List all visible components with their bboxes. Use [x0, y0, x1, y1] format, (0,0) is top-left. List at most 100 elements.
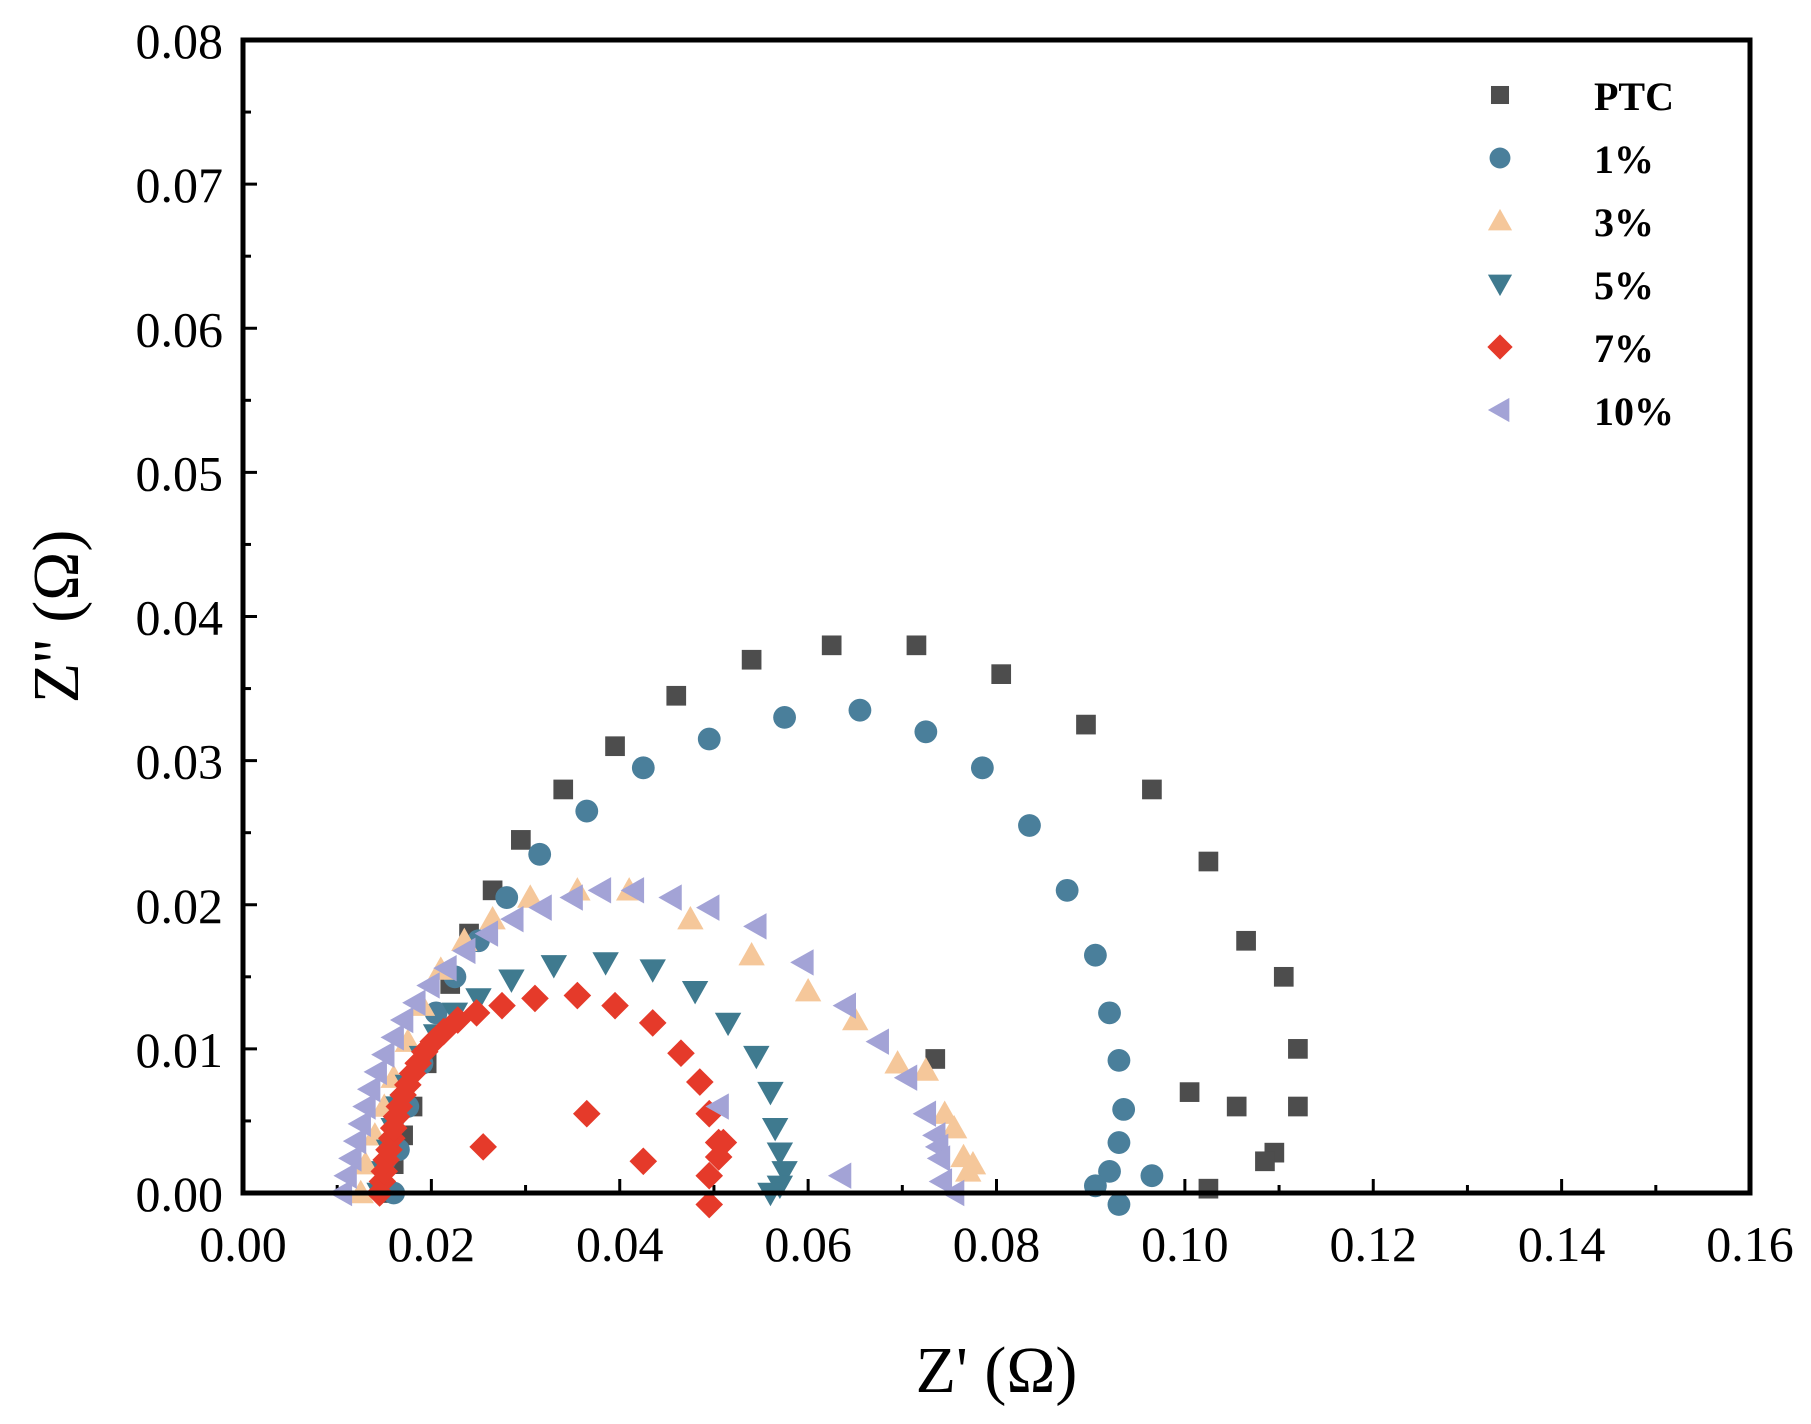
x-tick-label: 0.00 — [199, 1216, 287, 1272]
data-point-ptc — [906, 635, 927, 656]
x-tick-label: 0.16 — [1706, 1216, 1794, 1272]
data-point-10pct — [342, 1127, 367, 1155]
data-point-10pct — [433, 954, 457, 982]
data-point-10pct — [402, 989, 426, 1016]
data-point-5pct — [465, 988, 492, 1012]
data-point-1pct — [914, 720, 938, 744]
legend-label: 10% — [1594, 389, 1674, 434]
data-point-ptc — [666, 685, 687, 706]
data-point-5pct — [540, 955, 568, 979]
x-tick-label: 0.04 — [576, 1216, 664, 1272]
data-point-7pct — [389, 1081, 417, 1109]
data-point-3pct — [677, 905, 704, 930]
data-point-10pct — [790, 949, 814, 976]
data-point-ptc — [925, 1049, 946, 1069]
data-point-ptc — [1142, 779, 1162, 800]
data-point-5pct — [743, 1045, 770, 1070]
data-point-ptc — [1179, 1082, 1200, 1102]
data-point-ptc — [991, 664, 1012, 684]
data-point-7pct — [695, 1161, 724, 1190]
x-tick-label: 0.10 — [1141, 1216, 1229, 1272]
data-point-3pct — [931, 1100, 958, 1124]
data-point-5pct — [639, 959, 666, 983]
data-point-7pct — [469, 1133, 497, 1161]
data-point-5pct — [771, 1161, 798, 1185]
data-point-3pct — [517, 884, 544, 908]
data-point-1pct — [1107, 1131, 1131, 1154]
y-tick-label: 0.02 — [136, 878, 224, 934]
data-point-10pct — [352, 1093, 376, 1120]
data-point-10pct — [338, 1145, 362, 1172]
legend-marker — [1487, 274, 1513, 297]
data-point-3pct — [479, 905, 506, 930]
data-point-7pct — [629, 1147, 658, 1176]
data-point-ptc — [1198, 851, 1219, 872]
data-point-5pct — [681, 981, 709, 1005]
data-point-7pct — [521, 984, 549, 1013]
data-point-ptc — [1288, 1039, 1308, 1059]
data-point-3pct — [940, 1114, 968, 1139]
data-point-10pct — [371, 1041, 395, 1068]
data-point-10pct — [347, 1110, 371, 1138]
data-point-1pct — [1018, 814, 1041, 837]
data-point-ptc — [1076, 714, 1096, 735]
data-point-ptc — [511, 830, 531, 850]
y-tick-label: 0.04 — [136, 590, 224, 646]
data-point-3pct — [794, 978, 822, 1002]
data-point-3pct — [842, 1006, 869, 1031]
data-point-10pct — [333, 1162, 357, 1189]
data-point-ptc — [1198, 1178, 1219, 1199]
data-point-ptc — [1288, 1096, 1308, 1117]
data-point-1pct — [1098, 1159, 1121, 1183]
data-point-1pct — [495, 886, 519, 909]
data-point-10pct — [893, 1064, 918, 1091]
data-point-7pct — [462, 999, 491, 1027]
data-point-1pct — [1083, 943, 1107, 967]
data-markers — [328, 635, 1308, 1219]
data-point-7pct — [563, 981, 592, 1010]
legend-label: 3% — [1594, 200, 1654, 245]
data-point-1pct — [424, 1001, 448, 1025]
data-point-1pct — [1055, 878, 1079, 902]
data-point-1pct — [970, 756, 994, 780]
y-tick-label: 0.00 — [136, 1166, 224, 1222]
data-point-7pct — [704, 1143, 733, 1171]
data-point-10pct — [452, 937, 476, 965]
data-point-10pct — [474, 920, 499, 947]
data-point-10pct — [380, 1024, 404, 1051]
legend-label: 1% — [1594, 137, 1654, 182]
data-point-1pct — [1112, 1098, 1136, 1121]
y-tick-label: 0.03 — [136, 734, 224, 790]
x-tick-label: 0.14 — [1518, 1216, 1606, 1272]
data-point-10pct — [743, 913, 767, 940]
data-point-1pct — [697, 727, 721, 751]
y-tick-label: 0.06 — [136, 301, 224, 357]
data-point-10pct — [559, 884, 583, 911]
data-point-10pct — [865, 1028, 889, 1055]
x-tick-label: 0.12 — [1330, 1216, 1418, 1272]
data-point-1pct — [848, 698, 872, 722]
data-point-10pct — [389, 1006, 414, 1034]
x-tick-label: 0.08 — [953, 1216, 1041, 1272]
data-point-3pct — [912, 1057, 940, 1081]
data-point-7pct — [667, 1039, 695, 1067]
data-point-1pct — [631, 756, 655, 780]
legend-marker — [1487, 397, 1510, 423]
legend-label: 7% — [1594, 326, 1654, 371]
x-axis-title: Z' (Ω) — [916, 1334, 1078, 1407]
data-point-5pct — [498, 969, 525, 993]
data-point-ptc — [741, 649, 762, 670]
data-point-10pct — [356, 1076, 381, 1103]
data-point-ptc — [1273, 966, 1294, 987]
data-point-3pct — [959, 1150, 987, 1175]
tick-labels: 0.00 0.02 0.04 0.06 0.08 0.10 0.12 0.14 0.16 0.00… — [136, 13, 1794, 1272]
y-axis-title: Z'' (Ω) — [20, 530, 93, 704]
y-tick-label: 0.05 — [136, 445, 224, 501]
data-point-10pct — [658, 884, 682, 911]
series-7pct — [365, 981, 738, 1219]
data-point-7pct — [488, 991, 516, 1020]
data-point-ptc — [605, 736, 625, 757]
plot-area — [240, 37, 1753, 1219]
data-point-1pct — [1140, 1164, 1164, 1188]
